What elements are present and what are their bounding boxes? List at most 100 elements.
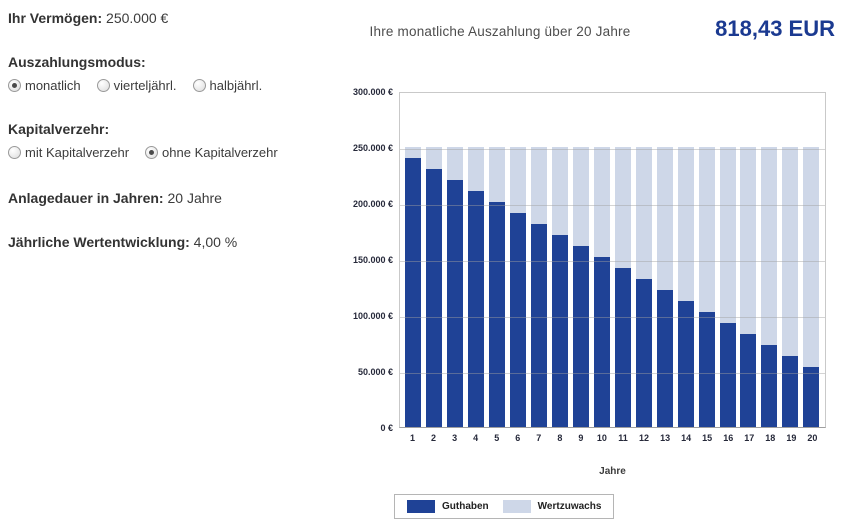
x-tick-label: 13 [660,433,671,443]
radio-option-monatlich[interactable]: monatlich [8,78,81,93]
legend-swatch [407,500,435,513]
segment-guthaben [572,246,589,427]
segment-guthaben [635,279,652,427]
segment-wertzuwachs [614,147,631,268]
radio-option-label[interactable]: halbjährl. [209,78,263,93]
bar-year-3 [447,147,464,427]
radio-option-mit-kapitalverzehr[interactable]: mit Kapitalverzehr [8,145,129,160]
bar-year-4 [468,147,485,427]
segment-guthaben [698,312,715,427]
legend-item-wertzuwachs: Wertzuwachs [502,500,602,513]
segment-guthaben [677,301,694,427]
segment-guthaben [447,180,464,427]
y-tick-label: 250.000 € [352,143,393,153]
segment-guthaben [510,213,527,427]
x-tick-label: 17 [744,433,755,443]
wertentwicklung-field: Jährliche Wertentwicklung: 4,00 % [8,234,338,250]
vermoegen-value: 250.000 € [106,10,169,26]
bar-year-9 [572,147,589,427]
x-tick-label: 3 [452,433,458,443]
bar-year-16 [719,147,736,427]
segment-guthaben [468,191,485,427]
radio-option-halbj-hrl-[interactable]: halbjährl. [192,78,263,93]
segment-guthaben [593,257,610,427]
bar-year-13 [656,147,673,427]
segment-wertzuwachs [593,147,610,257]
chart-title: Ihre monatliche Auszahlung über 20 Jahre [369,24,631,39]
segment-guthaben [405,158,422,427]
segment-wertzuwachs [572,147,589,246]
bar-year-2 [426,147,443,427]
segment-guthaben [803,367,820,427]
segment-wertzuwachs [531,147,548,224]
radio-unselected-icon[interactable] [192,79,206,92]
legend-swatch [502,500,531,513]
radio-option-viertelj-hrl-[interactable]: vierteljährl. [96,78,177,93]
bar-year-11 [614,147,631,427]
segment-wertzuwachs [803,147,820,367]
bar-year-10 [593,147,610,427]
x-tick-label: 2 [431,433,437,443]
y-tick-label: 300.000 € [352,87,393,97]
wertentwicklung-value: 4,00 % [193,234,238,250]
legend-label: Guthaben [442,501,489,512]
kapitalverzehr-options: mit Kapitalverzehr ohne Kapitalverzehr [8,145,338,160]
bar-year-5 [489,147,506,427]
x-tick-label: 18 [765,433,776,443]
y-tick-label: 200.000 € [352,199,393,209]
radio-selected-icon[interactable] [145,146,159,159]
x-tick-label: 19 [786,433,797,443]
segment-wertzuwachs [761,147,778,345]
y-tick-label: 100.000 € [352,311,393,321]
bar-year-7 [531,147,548,427]
chart-legend: Guthaben Wertzuwachs [394,494,615,519]
x-tick-label: 16 [723,433,734,443]
x-tick-label: 12 [639,433,650,443]
bar-year-12 [635,147,652,427]
x-tick-label: 14 [681,433,692,443]
bar-year-8 [552,147,569,427]
segment-wertzuwachs [635,147,652,279]
segment-guthaben [489,202,506,427]
x-tick-label: 20 [807,433,818,443]
x-tick-label: 4 [473,433,479,443]
y-tick-label: 150.000 € [352,255,393,265]
radio-option-label[interactable]: ohne Kapitalverzehr [162,145,278,160]
segment-wertzuwachs [426,147,443,169]
segment-wertzuwachs [468,147,485,191]
bar-year-15 [698,147,715,427]
x-tick-label: 9 [578,433,584,443]
y-tick-label: 0 € [380,423,393,433]
radio-option-label[interactable]: mit Kapitalverzehr [25,145,130,160]
settings-panel: Ihr Vermögen: 250.000 € Auszahlungsmodus… [8,10,338,256]
x-tick-label: 15 [702,433,713,443]
radio-unselected-icon[interactable] [96,79,110,92]
segment-wertzuwachs [656,147,673,290]
segment-wertzuwachs [719,147,736,323]
x-axis-labels: 1 2 3 4 5 6 7 8 9 10 11 12 13 14 15 16 17 18 19 20 [399,433,826,443]
bar-year-6 [510,147,527,427]
anlagedauer-field: Anlagedauer in Jahren: 20 Jahre [8,190,338,206]
segment-guthaben [426,169,443,427]
segment-guthaben [761,345,778,427]
bar-year-19 [782,147,799,427]
segment-guthaben [614,268,631,427]
radio-selected-icon[interactable] [8,79,21,92]
segment-guthaben [531,224,548,427]
result-value: 818,43 EUR [715,16,835,41]
bar-year-1 [405,147,422,427]
x-tick-label: 11 [618,433,628,443]
radio-option-ohne-kapitalverzehr[interactable]: ohne Kapitalverzehr [145,145,278,160]
radio-option-label[interactable]: monatlich [25,78,81,93]
x-tick-label: 5 [494,433,500,443]
kapitalverzehr-label: Kapitalverzehr: [8,121,110,137]
segment-wertzuwachs [782,147,799,356]
legend-label: Wertzuwachs [537,501,602,512]
radio-unselected-icon[interactable] [8,146,21,159]
legend-item-guthaben: Guthaben [407,500,489,513]
bar-chart-plot [399,92,826,428]
vermoegen-label: Ihr Vermögen: [8,10,103,26]
segment-wertzuwachs [489,147,506,202]
payout-mode-label: Auszahlungsmodus: [8,54,146,70]
radio-option-label[interactable]: vierteljährl. [113,78,177,93]
